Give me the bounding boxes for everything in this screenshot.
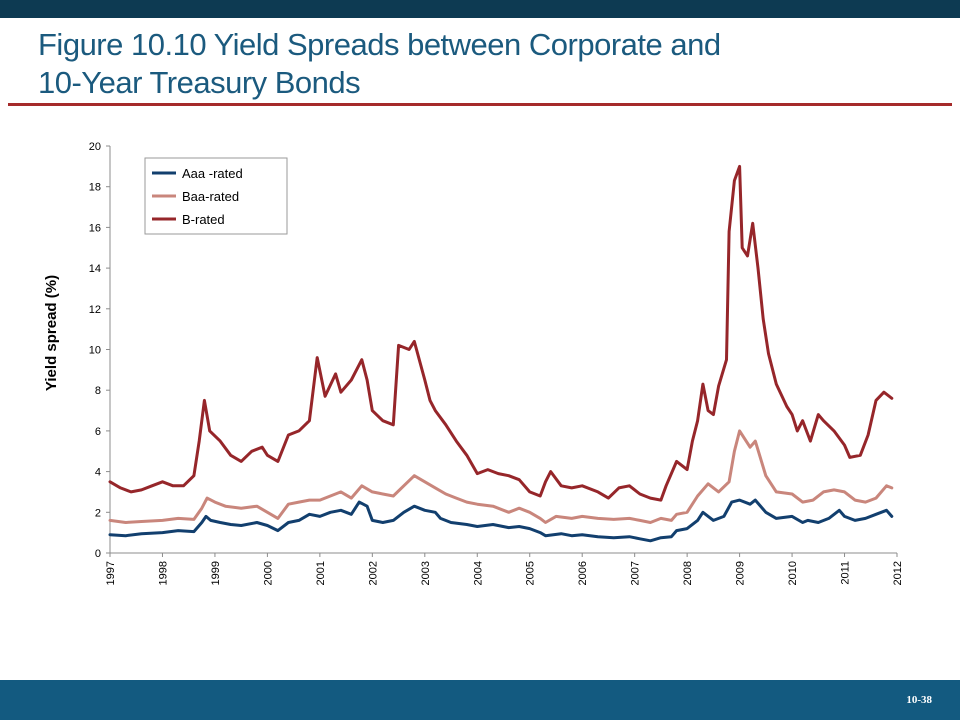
y-tick-label: 4 xyxy=(95,467,101,479)
x-tick-label: 2006 xyxy=(577,561,589,585)
x-tick-label: 2000 xyxy=(262,561,274,585)
yield-spread-chart: 0 2 4 6 8 10 12 14 16 18 20 1997 1998 1999 2000 2001 200… xyxy=(43,141,904,585)
legend-label: B-rated xyxy=(182,212,225,227)
y-axis-label: Yield spread (%) xyxy=(43,275,60,391)
series-layer xyxy=(108,164,894,543)
title-underline xyxy=(8,103,952,106)
x-tick-label: 2001 xyxy=(315,561,327,585)
bottom-bar xyxy=(0,680,960,720)
series-line-1 xyxy=(108,498,894,543)
x-tick-label: 2011 xyxy=(840,561,852,585)
x-tick-label: 2009 xyxy=(735,561,747,585)
y-tick-label: 8 xyxy=(95,385,101,397)
y-tick-label: 20 xyxy=(89,141,101,153)
y-tick-label: 10 xyxy=(89,345,101,357)
x-tick-label: 2003 xyxy=(420,561,432,585)
y-tick-label: 18 xyxy=(89,182,101,194)
x-tick-label: 2005 xyxy=(525,561,537,585)
x-tick-label: 2010 xyxy=(787,561,799,585)
x-tick-label: 1999 xyxy=(210,561,222,585)
x-tick-label: 2002 xyxy=(367,561,379,585)
series-line-2 xyxy=(108,429,894,524)
x-tick-label: 2004 xyxy=(472,561,484,585)
x-tick-label: 1997 xyxy=(105,561,117,585)
y-tick-label: 2 xyxy=(95,507,101,519)
y-tick-label: 0 xyxy=(95,548,101,560)
y-tick-label: 6 xyxy=(95,426,101,438)
x-tick-label: 2012 xyxy=(892,561,904,585)
x-tick-label: 1998 xyxy=(157,561,169,585)
title-line-2: 10-Year Treasury Bonds xyxy=(38,65,361,100)
x-tick-label: 2007 xyxy=(630,561,642,585)
slide-title: Figure 10.10 Yield Spreads between Corpo… xyxy=(38,26,918,102)
legend-label: Baa-rated xyxy=(182,189,239,204)
chart-axes: 0 2 4 6 8 10 12 14 16 18 20 1997 1998 1999 2000 2001 200… xyxy=(89,141,904,585)
series-line-3 xyxy=(108,164,894,502)
y-tick-label: 14 xyxy=(89,263,101,275)
legend-label: Aaa -rated xyxy=(182,166,243,181)
page-number: 10-38 xyxy=(906,694,932,706)
top-bar xyxy=(0,0,960,18)
y-tick-label: 16 xyxy=(89,222,101,234)
legend: Aaa -rated Baa-rated B-rated xyxy=(144,157,288,235)
y-tick-label: 12 xyxy=(89,304,101,316)
title-line-1: Figure 10.10 Yield Spreads between Corpo… xyxy=(38,27,721,62)
x-tick-label: 2008 xyxy=(682,561,694,585)
